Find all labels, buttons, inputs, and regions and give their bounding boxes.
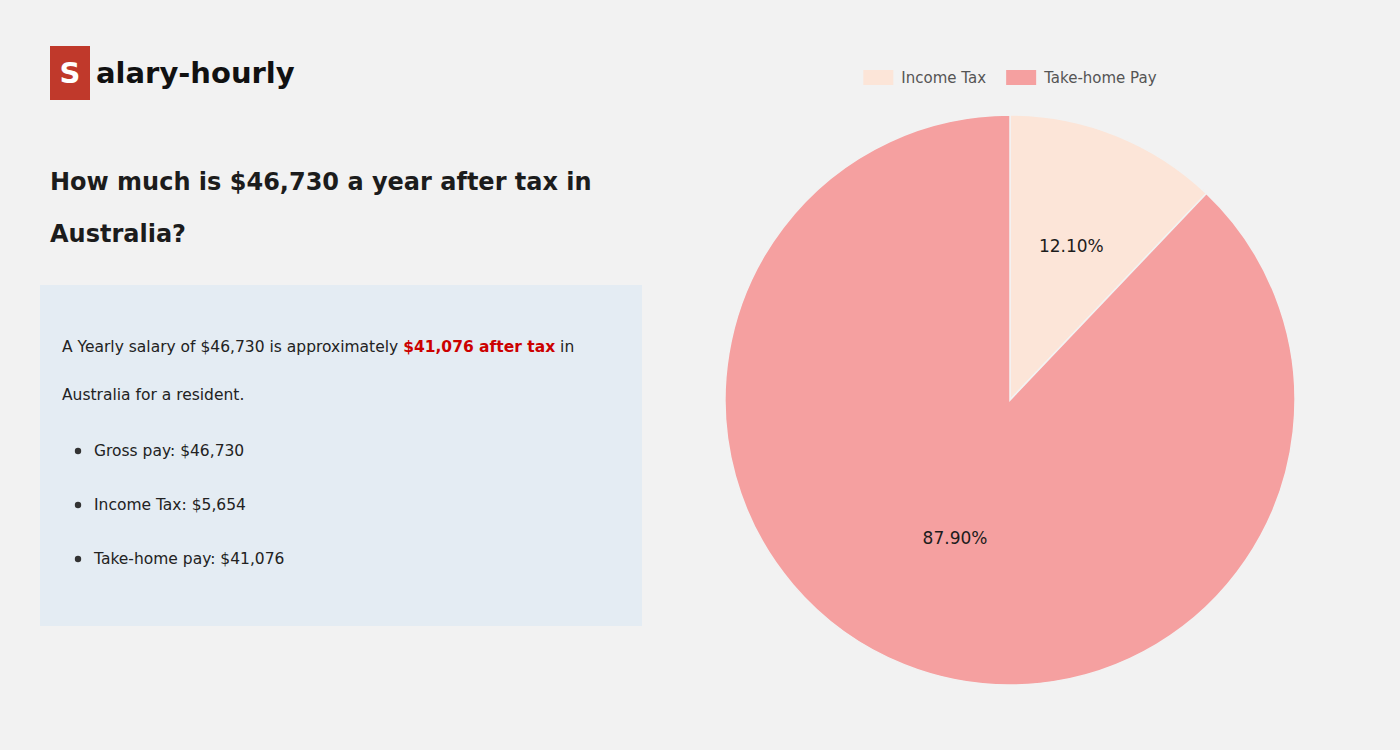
text-panel: Salary-hourly How much is $46,730 a year … <box>40 46 642 626</box>
legend: Income Tax Take-home Pay <box>863 69 1156 87</box>
bullet-text: Gross pay: $46,730 <box>94 442 244 460</box>
bullet-text: Income Tax: $5,654 <box>94 496 246 514</box>
title: Australia? <box>50 220 186 248</box>
data-labels: 12.10% 87.90% <box>923 236 1104 547</box>
info-text: $41,076 after tax <box>403 338 555 356</box>
legend-label: Income Tax <box>901 69 986 87</box>
legend-label: Take-home Pay <box>1043 69 1157 87</box>
data-label: 12.10% <box>1039 236 1104 256</box>
legend-swatch <box>1006 70 1036 85</box>
legend-swatch <box>863 70 893 85</box>
logo-box <box>50 46 90 100</box>
logo-letter: S <box>60 56 81 90</box>
bullet <box>75 502 81 508</box>
data-label: 87.90% <box>923 528 988 548</box>
info-text: A Yearly salary of $46,730 is approximat… <box>62 338 403 356</box>
bullet <box>75 556 81 562</box>
legend-item: Take-home Pay <box>1006 69 1157 87</box>
legend-item: Income Tax <box>863 69 986 87</box>
info-text: Australia for a resident. <box>62 386 244 404</box>
pie <box>725 115 1295 685</box>
info-box <box>40 285 642 626</box>
bullet <box>75 448 81 454</box>
background <box>0 0 1400 750</box>
slice <box>725 115 1295 685</box>
title: How much is $46,730 a year after tax in <box>50 168 592 196</box>
logo-text: alary-hourly <box>96 56 295 90</box>
bullet-text: Take-home pay: $41,076 <box>93 550 284 568</box>
info-text: in <box>555 338 574 356</box>
